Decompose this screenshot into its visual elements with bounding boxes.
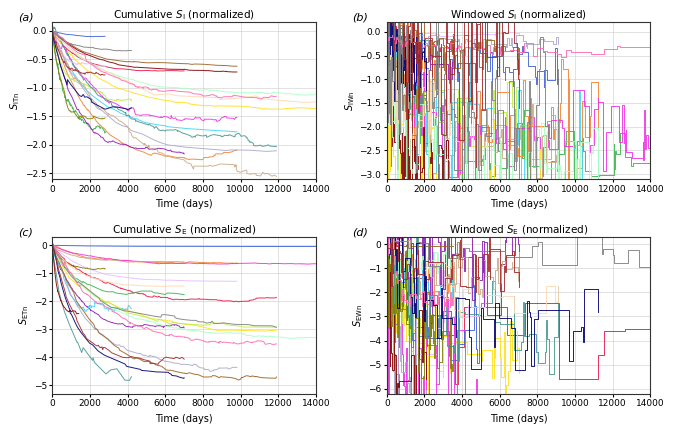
Title: Cumulative $S_\mathrm{I}$ (normalized): Cumulative $S_\mathrm{I}$ (normalized) bbox=[113, 8, 255, 22]
Title: Windowed $S_\mathrm{I}$ (normalized): Windowed $S_\mathrm{I}$ (normalized) bbox=[450, 8, 587, 22]
Text: (b): (b) bbox=[353, 13, 368, 23]
Y-axis label: $S_\mathrm{EWn}$: $S_\mathrm{EWn}$ bbox=[351, 304, 365, 327]
X-axis label: Time (days): Time (days) bbox=[490, 199, 547, 209]
Title: Cumulative $S_\mathrm{E}$ (normalized): Cumulative $S_\mathrm{E}$ (normalized) bbox=[112, 223, 256, 237]
X-axis label: Time (days): Time (days) bbox=[490, 414, 547, 424]
X-axis label: Time (days): Time (days) bbox=[155, 414, 213, 424]
Text: (a): (a) bbox=[18, 13, 34, 23]
Y-axis label: $S_\mathrm{ETn}$: $S_\mathrm{ETn}$ bbox=[17, 305, 31, 325]
Title: Windowed $S_\mathrm{E}$ (normalized): Windowed $S_\mathrm{E}$ (normalized) bbox=[449, 223, 588, 237]
Text: (c): (c) bbox=[18, 228, 33, 238]
Y-axis label: $S_\mathrm{IWn}$: $S_\mathrm{IWn}$ bbox=[343, 90, 357, 111]
Y-axis label: $S_\mathrm{ITn}$: $S_\mathrm{ITn}$ bbox=[8, 92, 22, 110]
Text: (d): (d) bbox=[353, 228, 368, 238]
X-axis label: Time (days): Time (days) bbox=[155, 199, 213, 209]
